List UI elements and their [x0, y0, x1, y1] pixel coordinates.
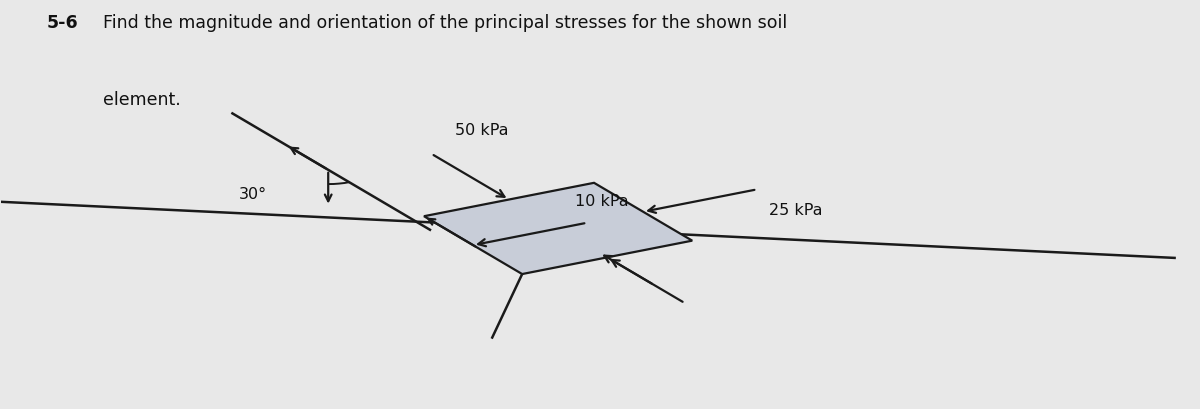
- Text: Find the magnitude and orientation of the principal stresses for the shown soil: Find the magnitude and orientation of th…: [103, 13, 787, 31]
- Text: 30°: 30°: [239, 187, 266, 202]
- Text: 5-6: 5-6: [47, 13, 78, 31]
- Polygon shape: [424, 183, 692, 274]
- Text: element.: element.: [103, 91, 181, 109]
- Text: 50 kPa: 50 kPa: [455, 123, 509, 138]
- Text: 25 kPa: 25 kPa: [769, 202, 823, 217]
- Text: 10 kPa: 10 kPa: [575, 194, 629, 209]
